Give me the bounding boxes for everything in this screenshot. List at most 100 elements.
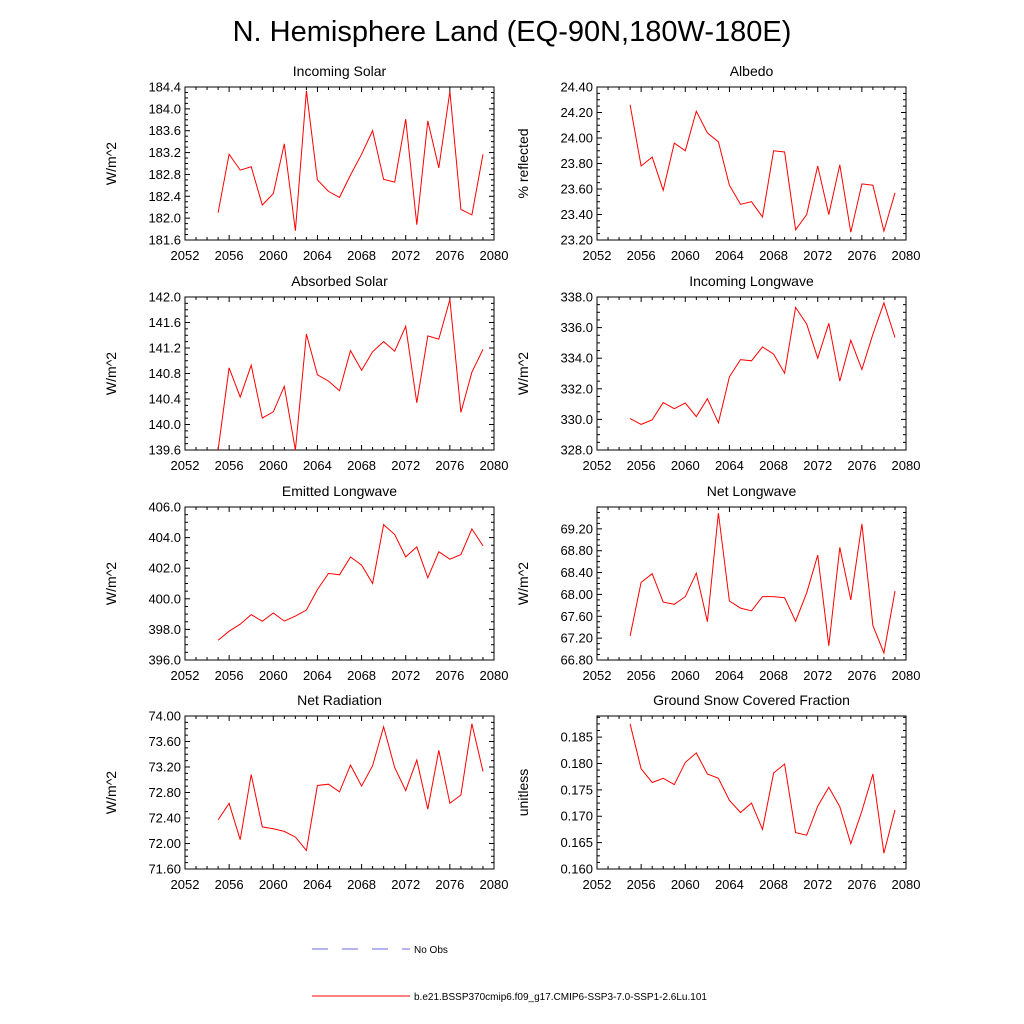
- albedo-ytick-label: 23.80: [560, 156, 593, 171]
- panel-emitted-longwave: 2052 2056 2060 2064 2068 2072 2076 2080 396.0 398…: [103, 483, 508, 683]
- emitted-longwave-ytick-label: 402.0: [148, 561, 181, 576]
- incoming-solar-ytick-label: 183.6: [148, 123, 181, 138]
- net-radiation-xtick-label: 2072: [391, 877, 420, 892]
- emitted-longwave-xtick-label: 2076: [435, 668, 464, 683]
- net-longwave-xtick-label: 2064: [715, 668, 744, 683]
- net-radiation-ytick-label: 73.60: [148, 734, 181, 749]
- net-longwave-ytick-label: 68.00: [560, 587, 593, 602]
- net-radiation-xtick-label: 2056: [215, 877, 244, 892]
- incoming-solar-title: Incoming Solar: [293, 63, 387, 79]
- absorbed-solar-xtick-label: 2064: [303, 458, 332, 473]
- albedo-ytick-label: 23.20: [560, 233, 593, 248]
- panel-ground-snow-covered-fraction: 2052 2056 2060 2064 2068 2072 2076 2080 0.160 0.1…: [515, 692, 920, 892]
- absorbed-solar-ytick-label: 139.6: [148, 443, 181, 458]
- albedo-ylabel: % reflected: [515, 128, 531, 198]
- net-longwave-title: Net Longwave: [707, 483, 797, 499]
- incoming-longwave-series-line-0: [629, 301, 896, 425]
- absorbed-solar-xtick-label: 2068: [347, 458, 376, 473]
- incoming-solar-xtick-label: 2064: [303, 248, 332, 263]
- albedo-xtick-label: 2060: [671, 248, 700, 263]
- emitted-longwave-xtick-label: 2052: [171, 668, 200, 683]
- net-longwave-series-line-0: [629, 512, 896, 655]
- ground-snow-covered-fraction-ytick-label: 0.160: [560, 862, 593, 877]
- incoming-longwave-ytick-label: 330.0: [560, 412, 593, 427]
- incoming-solar-ylabel: W/m^2: [103, 142, 119, 185]
- ground-snow-covered-fraction-series-line-0: [629, 723, 896, 854]
- incoming-longwave-xtick-label: 2072: [803, 458, 832, 473]
- emitted-longwave-series-line-0: [217, 523, 484, 641]
- panels-group: 2052 2056 2060 2064 2068 2072 2076 2080 181.6 182…: [103, 63, 920, 892]
- net-radiation-ytick-label: 71.60: [148, 862, 181, 877]
- incoming-longwave-xtick-label: 2076: [847, 458, 876, 473]
- panel-absorbed-solar: 2052 2056 2060 2064 2068 2072 2076 2080 139.6 140…: [103, 273, 508, 473]
- absorbed-solar-ytick-label: 140.8: [148, 366, 181, 381]
- absorbed-solar-title: Absorbed Solar: [291, 273, 388, 289]
- net-longwave-xtick-label: 2060: [671, 668, 700, 683]
- incoming-longwave-ytick-label: 334.0: [560, 351, 593, 366]
- absorbed-solar-xtick-label: 2080: [480, 458, 509, 473]
- ground-snow-covered-fraction-xtick-label: 2064: [715, 877, 744, 892]
- incoming-solar-xtick-label: 2072: [391, 248, 420, 263]
- absorbed-solar-xtick-label: 2060: [259, 458, 288, 473]
- net-longwave-xtick-label: 2076: [847, 668, 876, 683]
- emitted-longwave-xtick-label: 2060: [259, 668, 288, 683]
- ground-snow-covered-fraction-xtick-label: 2072: [803, 877, 832, 892]
- incoming-longwave-xtick-label: 2080: [892, 458, 921, 473]
- emitted-longwave-xtick-label: 2056: [215, 668, 244, 683]
- net-longwave-ytick-label: 69.20: [560, 521, 593, 536]
- ground-snow-covered-fraction-xtick-label: 2080: [892, 877, 921, 892]
- emitted-longwave-ytick-label: 404.0: [148, 530, 181, 545]
- net-longwave-frame: [596, 506, 907, 661]
- ground-snow-covered-fraction-xtick-label: 2060: [671, 877, 700, 892]
- net-radiation-xtick-label: 2060: [259, 877, 288, 892]
- net-longwave-ytick-label: 67.20: [560, 631, 593, 646]
- incoming-longwave-ytick-label: 336.0: [560, 320, 593, 335]
- ground-snow-covered-fraction-ytick-label: 0.180: [560, 756, 593, 771]
- net-radiation-ytick-label: 72.80: [148, 785, 181, 800]
- emitted-longwave-ylabel: W/m^2: [103, 562, 119, 605]
- net-radiation-xtick-label: 2064: [303, 877, 332, 892]
- incoming-solar-ytick-label: 184.4: [148, 80, 181, 95]
- net-radiation-ytick-label: 73.20: [148, 760, 181, 775]
- incoming-solar-xtick-label: 2060: [259, 248, 288, 263]
- net-radiation-ytick-label: 72.00: [148, 836, 181, 851]
- net-longwave-xtick-label: 2052: [583, 668, 612, 683]
- albedo-ytick-label: 24.40: [560, 80, 593, 95]
- net-longwave-ytick-label: 67.60: [560, 609, 593, 624]
- panel-net-radiation: 2052 2056 2060 2064 2068 2072 2076 2080 71.60 72.…: [103, 692, 508, 892]
- incoming-solar-ytick-label: 184.0: [148, 101, 181, 116]
- emitted-longwave-title: Emitted Longwave: [282, 483, 397, 499]
- legend-no-obs-label: No Obs: [414, 945, 448, 956]
- incoming-longwave-xtick-label: 2064: [715, 458, 744, 473]
- incoming-solar-ytick-label: 182.4: [148, 189, 181, 204]
- emitted-longwave-ytick-label: 406.0: [148, 500, 181, 515]
- albedo-xtick-label: 2080: [892, 248, 921, 263]
- albedo-series-line-0: [629, 104, 896, 234]
- incoming-solar-ytick-label: 182.8: [148, 167, 181, 182]
- incoming-solar-ytick-label: 181.6: [148, 233, 181, 248]
- net-longwave-ylabel: W/m^2: [515, 562, 531, 605]
- emitted-longwave-ytick-label: 400.0: [148, 591, 181, 606]
- albedo-ytick-label: 23.40: [560, 207, 593, 222]
- net-longwave-ytick-label: 66.80: [560, 653, 593, 668]
- net-radiation-series-line-0: [217, 723, 484, 852]
- incoming-longwave-title: Incoming Longwave: [689, 273, 814, 289]
- incoming-solar-xtick-label: 2052: [171, 248, 200, 263]
- net-radiation-xtick-label: 2068: [347, 877, 376, 892]
- absorbed-solar-ytick-label: 140.0: [148, 417, 181, 432]
- incoming-solar-xtick-label: 2056: [215, 248, 244, 263]
- emitted-longwave-xtick-label: 2064: [303, 668, 332, 683]
- panel-net-longwave: 2052 2056 2060 2064 2068 2072 2076 2080 66.80 67.…: [515, 483, 920, 683]
- absorbed-solar-ytick-label: 142.0: [148, 290, 181, 305]
- ground-snow-covered-fraction-frame: [596, 715, 907, 870]
- ground-snow-covered-fraction-ytick-label: 0.165: [560, 835, 593, 850]
- ground-snow-covered-fraction-ytick-label: 0.185: [560, 730, 593, 745]
- absorbed-solar-xtick-label: 2052: [171, 458, 200, 473]
- net-longwave-xtick-label: 2080: [892, 668, 921, 683]
- figure-title: N. Hemisphere Land (EQ-90N,180W-180E): [233, 16, 792, 48]
- panel-incoming-longwave: 2052 2056 2060 2064 2068 2072 2076 2080 328.0 330…: [515, 273, 920, 473]
- net-radiation-xtick-label: 2052: [171, 877, 200, 892]
- absorbed-solar-xtick-label: 2076: [435, 458, 464, 473]
- albedo-title: Albedo: [730, 63, 774, 79]
- albedo-xtick-label: 2064: [715, 248, 744, 263]
